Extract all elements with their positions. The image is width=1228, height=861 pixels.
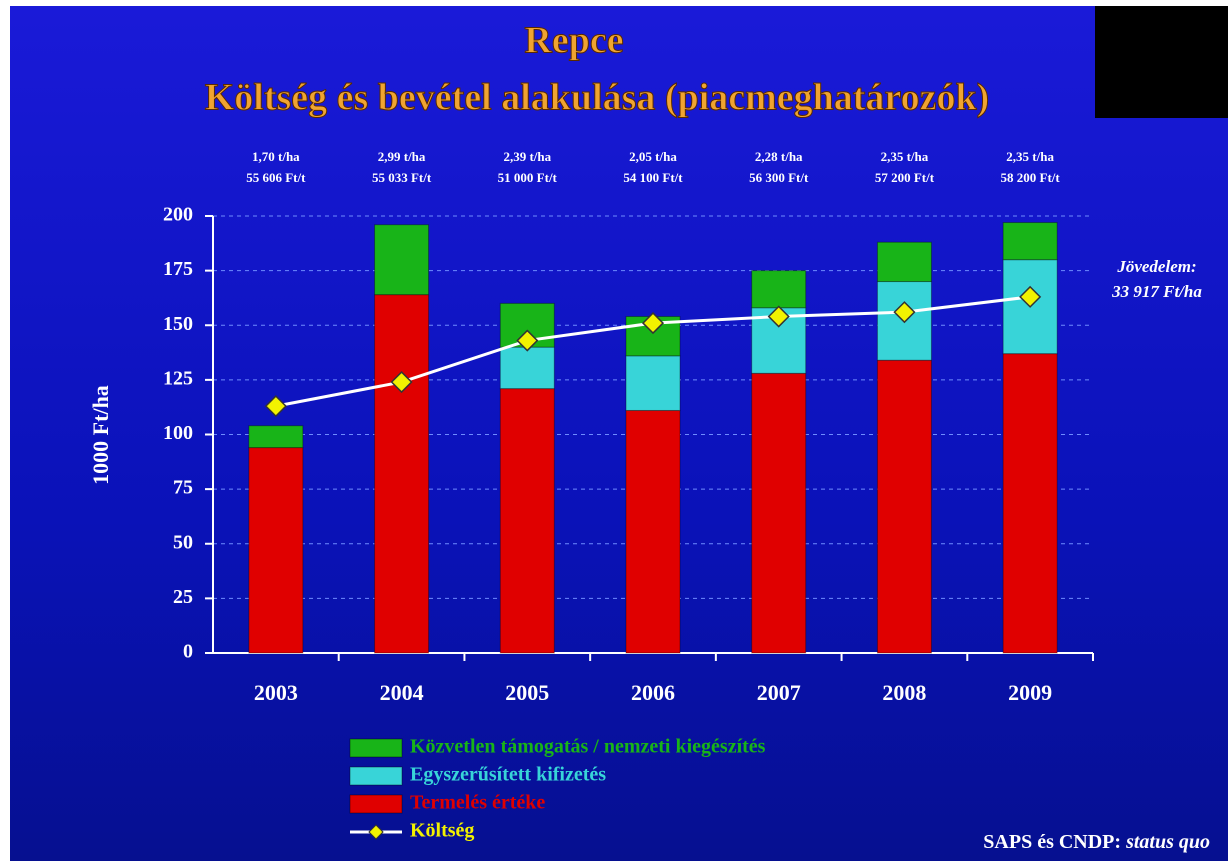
source-text: SAPS és CNDP: <box>983 831 1121 853</box>
y-tick-label: 175 <box>163 258 193 280</box>
annotation: 57 200 Ft/t <box>875 170 935 185</box>
x-tick-label: 2006 <box>631 680 675 705</box>
bar-segment <box>876 241 932 283</box>
annotation: 54 100 Ft/t <box>623 170 683 185</box>
annotation: 2,35 t/ha <box>881 149 929 164</box>
bar-segment <box>751 270 807 309</box>
cost-marker <box>390 370 413 394</box>
bar-segment <box>1002 353 1058 654</box>
bar-segment <box>876 359 932 654</box>
annotation: 2,28 t/ha <box>755 149 803 164</box>
y-axis-label: 1000 Ft/ha <box>88 385 113 485</box>
annotation: 55 033 Ft/t <box>372 170 432 185</box>
bar-segment <box>625 355 681 411</box>
y-tick-label: 0 <box>183 641 193 663</box>
y-tick-label: 75 <box>173 477 193 499</box>
x-tick-label: 2009 <box>1008 680 1052 705</box>
annotation: 2,99 t/ha <box>378 149 426 164</box>
x-tick-label: 2005 <box>505 680 549 705</box>
y-tick-label: 125 <box>163 367 193 389</box>
bar-segment <box>1002 222 1058 261</box>
annotation: 2,35 t/ha <box>1006 149 1054 164</box>
cost-marker <box>893 301 916 324</box>
legend-swatch <box>349 794 403 814</box>
source-note: SAPS és CNDP: status quo <box>983 831 1210 853</box>
cost-marker <box>1019 285 1042 308</box>
annotation: 58 200 Ft/t <box>1001 170 1061 185</box>
legend-swatch <box>349 738 403 758</box>
bar-segment <box>751 372 807 654</box>
annotation: 55 606 Ft/t <box>246 170 306 185</box>
y-tick-label: 200 <box>163 204 193 226</box>
x-tick-label: 2007 <box>757 680 801 705</box>
bar-segment <box>625 409 681 654</box>
y-tick-label: 100 <box>163 422 193 444</box>
chart-title: Repce <box>524 20 623 62</box>
bar-segment <box>374 224 430 296</box>
side-note: Jövedelem: <box>1116 257 1196 276</box>
x-tick-label: 2004 <box>380 680 424 705</box>
legend-label: Termelés értéke <box>410 792 545 814</box>
annotation: 2,39 t/ha <box>503 149 551 164</box>
legend-label: Költség <box>410 820 474 842</box>
bar-segment <box>499 346 555 390</box>
cost-marker <box>767 305 790 328</box>
legend-swatch <box>349 766 403 786</box>
bar-segment <box>248 447 304 654</box>
annotation: 51 000 Ft/t <box>498 170 558 185</box>
y-tick-label: 25 <box>173 586 193 608</box>
annotation: 1,70 t/ha <box>252 149 300 164</box>
annotation: 56 300 Ft/t <box>749 170 809 185</box>
cost-marker <box>264 395 287 418</box>
bar-segment <box>499 388 555 654</box>
source-text: status quo <box>1125 831 1210 853</box>
x-tick-label: 2008 <box>882 680 926 705</box>
legend-marker <box>368 824 384 840</box>
legend-label: Egyszerűsített kifizetés <box>410 764 606 786</box>
corner-block <box>1095 6 1228 118</box>
bar-segment <box>374 294 430 654</box>
side-note: 33 917 Ft/ha <box>1111 282 1202 301</box>
legend-label: Közvetlen támogatás / nemzeti kiegészíté… <box>410 736 766 758</box>
cost-marker <box>641 312 665 335</box>
chart-subtitle: Költség és bevétel alakulása (piacmeghat… <box>205 77 990 119</box>
y-tick-label: 150 <box>163 313 193 335</box>
cost-marker <box>516 329 539 352</box>
bar-segment <box>248 425 304 449</box>
x-tick-label: 2003 <box>254 680 298 705</box>
annotation: 2,05 t/ha <box>629 149 677 164</box>
y-tick-label: 50 <box>173 531 193 553</box>
